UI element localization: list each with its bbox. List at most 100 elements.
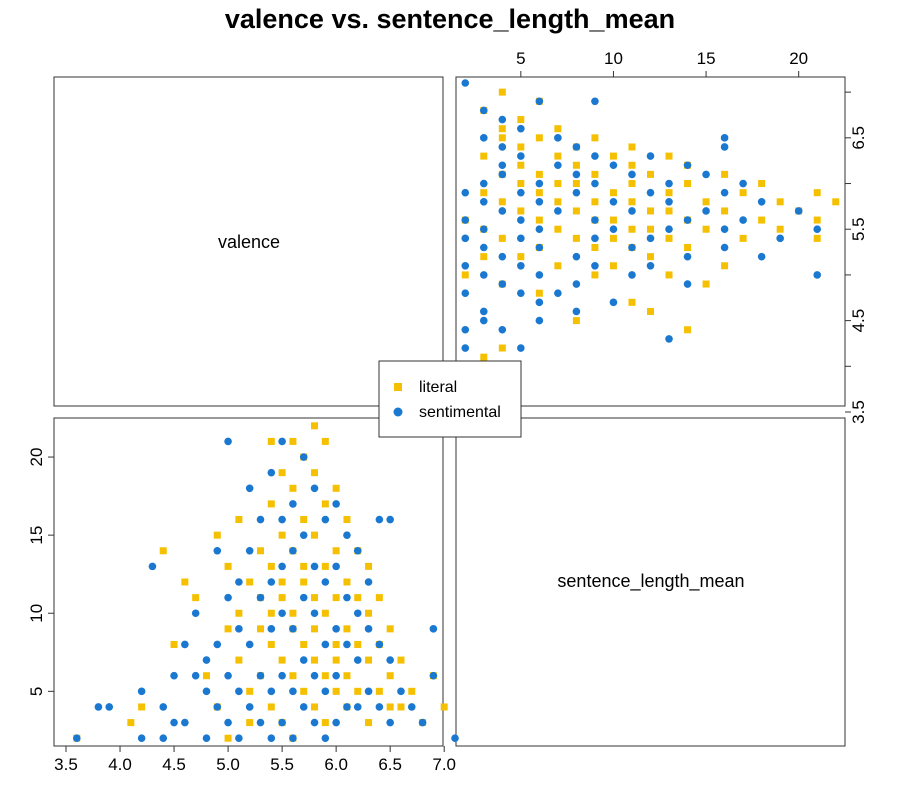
literal-point-bl-59 xyxy=(321,672,329,680)
sentimental-point-tr-14 xyxy=(517,289,525,297)
literal-point-tr-10 xyxy=(591,271,599,279)
sentimental-point-bl-29 xyxy=(245,546,254,555)
diagonal-label-sentence-length: sentence_length_mean xyxy=(557,571,744,592)
literal-point-tr-19 xyxy=(684,244,692,251)
sentimental-point-bl-56 xyxy=(299,703,308,711)
literal-point-tr-68 xyxy=(647,170,654,178)
literal-point-tr-50 xyxy=(702,198,710,206)
sentimental-point-bl-12 xyxy=(191,671,200,680)
sentimental-point-tr-70 xyxy=(535,179,544,188)
literal-point-tr-91 xyxy=(498,88,506,96)
chart-title: valence vs. sentence_length_mean xyxy=(224,4,676,34)
literal-point-tr-78 xyxy=(554,152,562,160)
sentimental-point-tr-85 xyxy=(498,143,507,151)
sentimental-point-tr-62 xyxy=(720,188,729,197)
valence-tick-label-bottom-2: 4.5 xyxy=(162,755,186,774)
sentimental-point-bl-5 xyxy=(148,562,157,571)
sentimental-point-bl-47 xyxy=(289,500,297,508)
sentimental-point-tr-72 xyxy=(702,170,710,179)
valence-tick-label-bottom-1: 4.0 xyxy=(108,755,132,774)
sentimental-point-bl-58 xyxy=(310,562,319,571)
literal-point-bl-30 xyxy=(278,531,286,539)
sentimental-point-tr-17 xyxy=(683,280,692,288)
sentimental-point-tr-33 xyxy=(628,243,636,252)
literal-point-tr-79 xyxy=(480,152,488,160)
sentimental-point-bl-82 xyxy=(364,687,373,696)
valence-tick-label-right-1: 4.5 xyxy=(849,309,868,333)
diagonal-label-valence: valence xyxy=(218,232,280,252)
sentimental-point-bl-67 xyxy=(332,500,340,508)
sentimental-point-bl-59 xyxy=(310,609,319,618)
literal-point-bl-8 xyxy=(213,531,221,539)
sentimental-point-bl-66 xyxy=(321,734,330,742)
literal-point-bl-6 xyxy=(192,594,200,602)
literal-point-tr-56 xyxy=(739,189,747,197)
sentimental-point-bl-26 xyxy=(235,687,243,696)
sentimental-point-bl-30 xyxy=(245,640,254,649)
literal-point-bl-64 xyxy=(332,640,340,648)
literal-point-tr-5 xyxy=(647,307,654,315)
literal-point-tr-13 xyxy=(609,262,617,270)
sentimental-point-tr-90 xyxy=(498,115,507,124)
sentimental-point-tr-89 xyxy=(517,124,525,133)
literal-point-bl-88 xyxy=(408,687,416,695)
valence-tick-label-right-3: 6.5 xyxy=(849,126,868,150)
literal-point-bl-65 xyxy=(332,687,340,695)
literal-point-bl-45 xyxy=(300,640,308,648)
sentimental-point-bl-0 xyxy=(73,734,81,742)
length-tick-label-top-0: 5 xyxy=(516,49,525,68)
literal-point-tr-12 xyxy=(461,271,469,279)
literal-point-bl-39 xyxy=(289,672,297,680)
sentimental-point-bl-8 xyxy=(170,671,178,680)
sentimental-point-bl-79 xyxy=(353,703,362,711)
literal-point-tr-1 xyxy=(480,353,488,361)
literal-point-bl-19 xyxy=(257,547,264,555)
valence-tick-label-bottom-6: 6.5 xyxy=(378,755,402,774)
sentimental-point-bl-83 xyxy=(375,515,384,524)
literal-point-tr-26 xyxy=(572,234,580,242)
sentimental-point-bl-39 xyxy=(267,687,276,696)
panel-length-diagonal xyxy=(455,417,846,747)
literal-point-bl-57 xyxy=(321,562,329,570)
sentimental-point-bl-11 xyxy=(181,718,189,727)
literal-point-tr-45 xyxy=(572,207,580,215)
literal-point-bl-25 xyxy=(267,562,275,570)
sentimental-point-tr-5 xyxy=(665,335,673,343)
valence-tick-label-right-2: 5.5 xyxy=(849,217,868,241)
length-tick-label-left-0: 5 xyxy=(27,687,46,696)
literal-point-tr-39 xyxy=(535,216,543,224)
literal-point-tr-43 xyxy=(721,207,729,215)
sentimental-point-bl-44 xyxy=(278,609,286,618)
literal-point-bl-91 xyxy=(440,703,448,711)
literal-point-bl-14 xyxy=(235,656,243,664)
sentimental-point-bl-77 xyxy=(353,609,362,618)
sentimental-point-bl-20 xyxy=(224,437,232,446)
sentimental-point-tr-55 xyxy=(554,207,562,215)
sentimental-point-tr-66 xyxy=(461,188,470,197)
sentimental-point-bl-1 xyxy=(94,703,103,711)
literal-point-bl-1 xyxy=(127,719,135,727)
sentimental-point-bl-36 xyxy=(267,468,276,477)
marks xyxy=(73,79,840,742)
literal-point-tr-74 xyxy=(572,161,580,169)
literal-point-tr-86 xyxy=(554,125,562,133)
sentimental-point-bl-27 xyxy=(235,734,243,742)
literal-point-bl-51 xyxy=(311,594,319,602)
literal-point-bl-2 xyxy=(138,703,146,711)
literal-point-tr-38 xyxy=(609,216,617,224)
sentimental-point-tr-50 xyxy=(517,216,525,224)
sentimental-point-tr-7 xyxy=(461,325,470,334)
literal-point-bl-54 xyxy=(311,625,319,633)
sentimental-point-tr-12 xyxy=(535,298,544,307)
sentimental-point-tr-11 xyxy=(479,307,488,316)
literal-point-tr-63 xyxy=(628,180,636,188)
literal-point-bl-75 xyxy=(354,687,362,695)
sentimental-point-tr-81 xyxy=(591,152,599,160)
sentimental-point-bl-18 xyxy=(213,703,222,711)
literal-point-tr-80 xyxy=(628,143,636,151)
literal-point-tr-30 xyxy=(702,225,710,233)
literal-point-bl-3 xyxy=(159,547,167,555)
sentimental-point-bl-31 xyxy=(245,703,254,711)
literal-point-tr-65 xyxy=(517,180,525,188)
sentimental-point-tr-83 xyxy=(720,143,729,151)
